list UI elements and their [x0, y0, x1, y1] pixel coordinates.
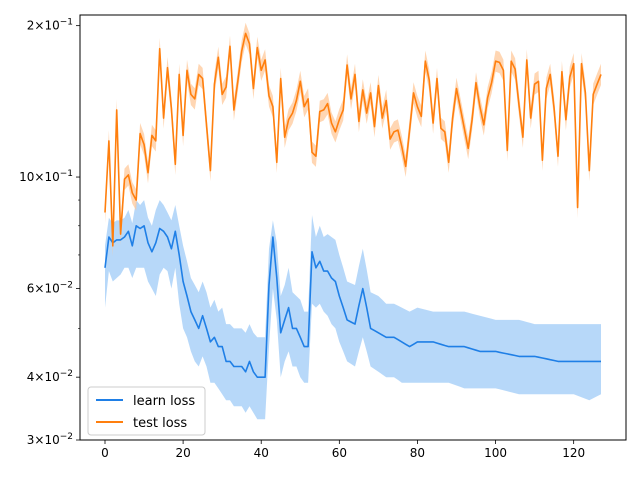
- legend: learn loss test loss: [87, 386, 206, 436]
- x-tick-label: 40: [254, 446, 269, 460]
- y-tick-label: 6×10−2: [27, 281, 73, 296]
- legend-label-learn-loss: learn loss: [133, 394, 195, 409]
- x-tick-label: 120: [562, 446, 585, 460]
- x-tick-label: 0: [101, 446, 109, 460]
- band-test-loss: [105, 22, 601, 257]
- series-lines: [104, 32, 602, 378]
- y-tick-label: 2×10−1: [27, 18, 73, 33]
- x-axis-ticks: 0 20 40 60 80 100 120: [101, 440, 585, 460]
- x-tick-label: 80: [410, 446, 425, 460]
- confidence-bands: [105, 22, 601, 420]
- y-tick-label: 4×10−2: [27, 369, 73, 384]
- y-tick-label: 10×10−1: [19, 169, 73, 184]
- x-tick-label: 60: [332, 446, 347, 460]
- line-test-loss: [104, 32, 602, 247]
- line-learn-loss: [104, 225, 601, 378]
- x-tick-label: 100: [484, 446, 507, 460]
- plot-frame: [79, 14, 627, 441]
- band-learn-loss: [105, 200, 601, 420]
- legend-label-test-loss: test loss: [133, 416, 187, 431]
- y-tick-label: 3×10−2: [27, 432, 73, 447]
- x-tick-label: 20: [175, 446, 190, 460]
- y-axis-ticks: 2×10−1 10×10−1 6×10−2 4×10−2 3×10−2: [19, 18, 80, 447]
